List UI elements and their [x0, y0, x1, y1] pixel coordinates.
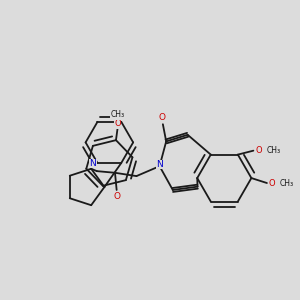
Text: CH₃: CH₃: [111, 110, 125, 119]
Text: O: O: [113, 192, 120, 201]
Text: O: O: [114, 119, 121, 128]
Text: N: N: [89, 159, 96, 168]
Text: O: O: [269, 178, 275, 188]
Text: CH₃: CH₃: [266, 146, 280, 155]
Text: N: N: [156, 160, 163, 169]
Text: CH₃: CH₃: [280, 178, 294, 188]
Text: O: O: [159, 113, 166, 122]
Text: O: O: [255, 146, 262, 155]
